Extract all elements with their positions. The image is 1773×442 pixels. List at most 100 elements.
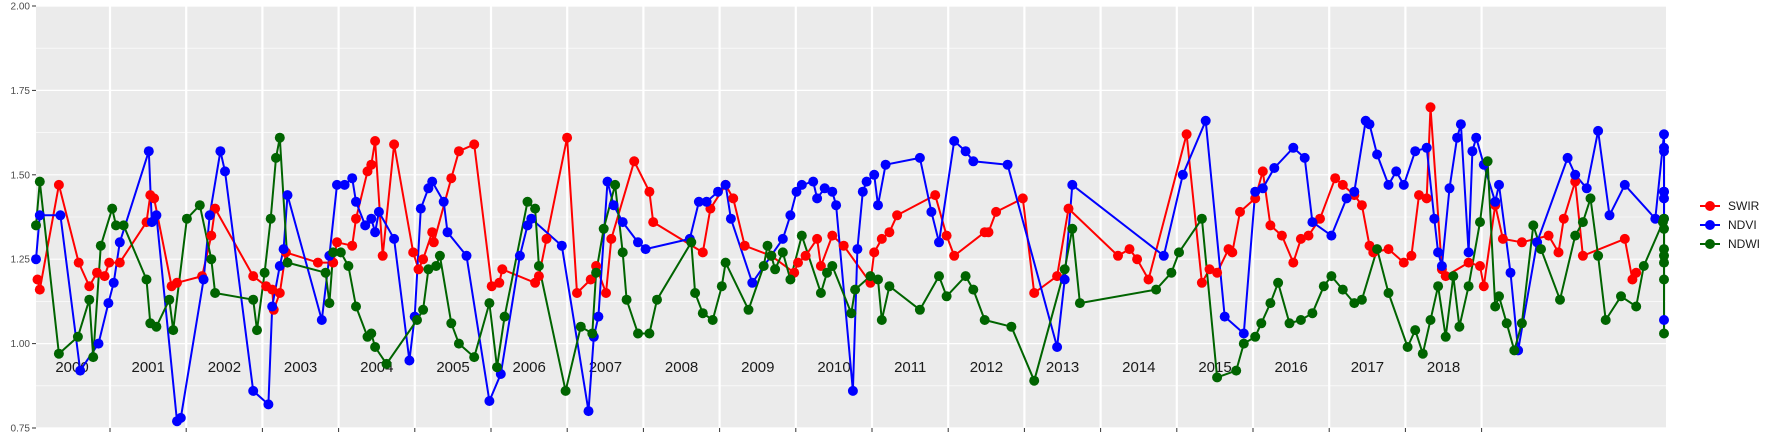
data-point-ndwi [351,301,361,312]
data-point-swir [1619,233,1630,244]
data-point-ndvi [360,220,371,231]
data-point-ndwi [1006,321,1017,332]
data-point-ndwi [181,213,192,224]
data-point-ndwi [785,274,796,285]
data-point-swir [1337,179,1348,190]
data-point-swir [876,233,887,244]
data-point-ndvi [1659,315,1669,325]
data-point-ndvi [1619,179,1630,190]
data-point-swir [1478,281,1489,292]
data-point-ndwi [335,247,346,258]
data-point-swir [648,217,659,228]
data-point-ndwi [1501,318,1512,329]
data-point-ndwi [206,254,217,265]
data-point-swir [629,156,640,167]
data-point-swir [469,139,480,150]
data-point-ndvi [1429,213,1440,224]
data-point-ndwi [850,284,861,295]
data-point-swir [332,237,342,248]
data-point-swir [1383,244,1394,255]
data-point-ndvi [949,136,960,146]
data-point-swir [1414,190,1424,201]
data-point-ndwi [1196,213,1207,224]
data-point-ndvi [827,186,838,197]
y-tick-label: 1.75 [11,86,31,97]
data-point-ndvi [857,186,868,197]
data-point-swir [1017,193,1028,204]
data-point-ndvi [1455,119,1466,130]
data-point-swir [486,281,497,292]
data-point-ndwi [762,240,773,251]
data-point-ndvi [1200,115,1211,126]
data-point-swir [389,139,400,150]
data-point-ndvi [373,206,384,217]
data-point-ndwi [1659,274,1669,285]
data-point-ndvi [75,365,86,376]
data-point-ndvi [1238,328,1249,339]
data-point-swir [869,247,880,258]
data-point-ndvi [1177,169,1188,180]
data-point-ndvi [1604,210,1615,221]
data-point-ndwi [1356,294,1367,305]
legend-key-point [1705,220,1715,230]
data-point-swir [1265,220,1276,231]
data-point-ndwi [1593,250,1604,261]
data-point-ndwi [1433,281,1444,292]
data-point-ndwi [194,200,205,211]
data-point-ndvi [819,183,830,194]
data-point-ndvi [1494,179,1504,190]
data-point-swir [1063,203,1074,214]
data-point-ndwi [1174,247,1184,258]
data-point-ndvi [389,233,400,244]
data-point-ndvi [713,186,723,197]
y-tick-label: 2.00 [11,2,31,13]
data-point-ndwi [1256,318,1267,329]
data-point-swir [1132,254,1143,265]
data-point-ndwi [1074,298,1085,309]
data-point-ndvi [198,274,209,285]
data-point-ndwi [1349,298,1360,309]
year-label: 2010 [817,359,850,376]
data-point-swir [1315,213,1325,224]
year-label: 2002 [208,359,241,376]
data-point-ndwi [644,328,655,339]
data-point-swir [1577,250,1588,261]
data-point-swir [1257,166,1268,177]
data-point-ndvi [427,176,438,187]
data-point-ndwi [1659,257,1669,268]
data-point-ndwi [766,250,777,261]
data-point-ndvi [278,244,289,255]
data-point-ndvi [1349,186,1360,197]
data-point-swir [1356,200,1367,211]
data-point-ndwi [1536,244,1546,255]
data-point-ndvi [1444,183,1455,194]
data-point-ndvi [808,176,819,187]
data-point-swir [1276,230,1287,241]
data-point-ndwi [1265,298,1276,309]
data-point-swir [1295,233,1306,244]
data-point-swir [1303,230,1314,241]
data-point-ndwi [259,267,270,278]
data-point-swir [494,277,505,288]
data-point-ndvi [1288,142,1299,153]
data-point-ndvi [1219,311,1230,322]
data-point-swir [1124,244,1135,255]
data-point-ndwi [686,237,697,248]
data-point-ndwi [1454,321,1465,332]
data-point-ndwi [716,281,727,292]
data-point-ndvi [1593,125,1604,136]
data-point-ndwi [707,315,718,325]
data-point-ndvi [1158,250,1169,261]
data-point-swir [418,254,429,265]
year-label: 2016 [1275,359,1308,376]
data-point-ndwi [914,304,925,315]
data-point-ndwi [934,271,944,282]
data-point-ndwi [370,342,381,352]
data-point-ndvi [852,244,863,255]
data-point-ndwi [343,261,354,271]
data-point-ndwi [1307,308,1318,319]
data-point-swir [941,230,952,241]
year-label: 2011 [894,359,926,376]
data-point-ndwi [610,179,621,190]
data-point-ndwi [1494,291,1504,302]
